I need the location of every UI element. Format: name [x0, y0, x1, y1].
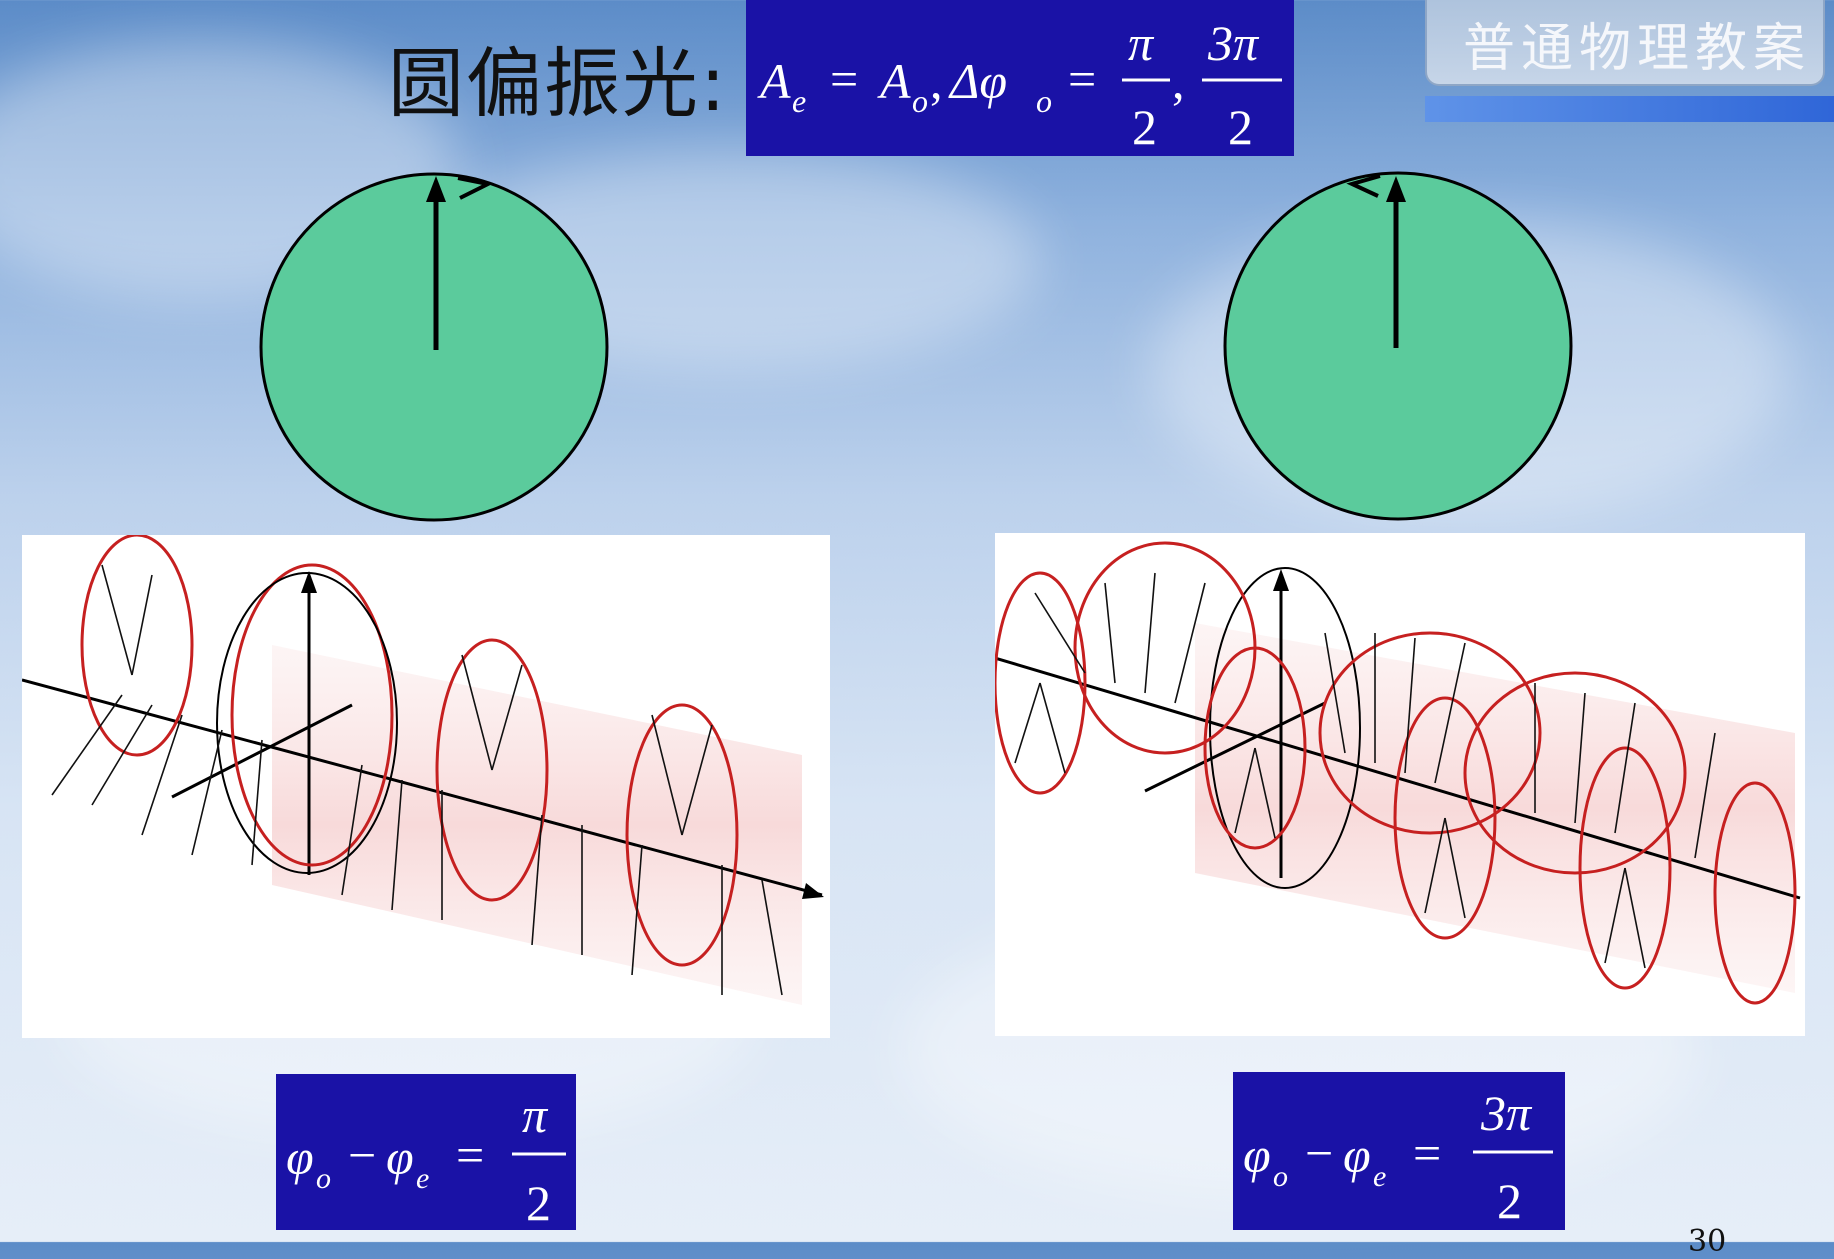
eq-left-minus: −: [348, 1127, 376, 1183]
right-phase-equation-box: φ o − φ e = 3π 2: [1233, 1072, 1565, 1230]
eq-right-phi-o: φ: [1243, 1127, 1271, 1183]
eq-main-equals2: =: [1068, 51, 1096, 107]
left-helix-rings: [80, 533, 739, 967]
eq-left-phi-o: φ: [286, 1129, 314, 1185]
left-polarization-circle: [259, 172, 609, 522]
eq-right-num: 3π: [1480, 1085, 1533, 1141]
eq-main-comma: ,: [930, 53, 943, 109]
eq-right-den: 2: [1497, 1173, 1522, 1229]
course-banner: 普通物理教案: [1425, 0, 1825, 86]
right-vertical-arrowhead: [1273, 569, 1289, 591]
main-equation-box: A e = A o , Δφ o = π 2 , 3π 2: [746, 0, 1294, 156]
left-reference-ring: [216, 572, 398, 874]
eq-right-sub-o: o: [1273, 1160, 1288, 1193]
eq-left-num: π: [522, 1087, 549, 1143]
left-axis: [21, 678, 823, 897]
eq-main-equals: =: [830, 51, 858, 107]
right-helix-vectors: [1014, 572, 1716, 969]
course-banner-text: 普通物理教案: [1463, 19, 1812, 79]
left-rotation-arrow: [457, 176, 495, 200]
right-vector-arrowhead: [1386, 176, 1406, 202]
eq-main-frac2-num: 3π: [1207, 15, 1260, 71]
eq-main-comma2: ,: [1172, 53, 1185, 109]
right-polarization-circle: [1223, 171, 1573, 521]
eq-main-frac2-den: 2: [1228, 99, 1253, 155]
right-rotation-arrow: [1346, 174, 1381, 198]
eq-left-phi-e: φ: [386, 1129, 414, 1185]
eq-main-sub-o: o: [912, 83, 928, 119]
eq-right-minus: −: [1305, 1125, 1333, 1181]
slide-title: 圆偏振光:: [388, 39, 728, 128]
eq-main-frac1-num: π: [1128, 15, 1155, 71]
eq-left-sub-e: e: [416, 1162, 429, 1195]
right-helix-image: [993, 533, 1805, 1036]
left-depth-axis: [171, 703, 353, 799]
left-vector-arrowhead: [426, 176, 446, 202]
eq-right-sub-e: e: [1373, 1160, 1386, 1193]
left-phase-equation-box: φ o − φ e = π 2: [276, 1074, 576, 1230]
eq-left-sub-o: o: [316, 1162, 331, 1195]
right-reference-ring: [1209, 567, 1361, 889]
eq-left-den: 2: [526, 1175, 551, 1230]
header-accent-bar: [1425, 96, 1834, 122]
eq-right-equals: =: [1413, 1125, 1441, 1181]
eq-right-phi-e: φ: [1343, 1127, 1371, 1183]
eq-left-equals: =: [456, 1127, 484, 1183]
left-helix-image: [21, 533, 830, 1038]
left-vertical-arrowhead: [301, 571, 317, 593]
eq-main-frac1-den: 2: [1132, 99, 1157, 155]
eq-main-A-o: A: [877, 53, 911, 109]
left-tube: [272, 645, 802, 1005]
left-helix-vectors: [51, 564, 783, 996]
right-depth-axis: [1144, 701, 1326, 793]
eq-main-sub-e: e: [792, 83, 806, 119]
left-axis-arrowhead: [802, 883, 824, 899]
right-helix-rings: [993, 541, 1797, 1005]
eq-main-sub-o2: o: [1036, 83, 1052, 119]
eq-main-A-e: A: [757, 53, 791, 109]
eq-main-delta-phi: Δφ: [948, 53, 1007, 109]
